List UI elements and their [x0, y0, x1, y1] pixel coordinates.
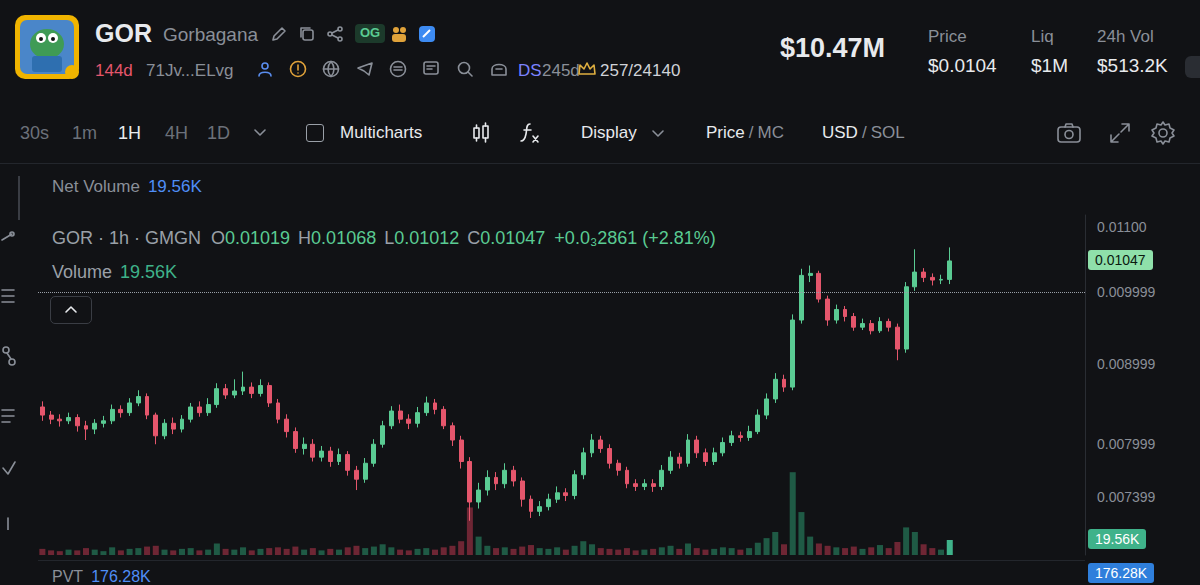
html-text:0.01047: 0.01047 [1095, 251, 1146, 268]
html-text:Gorbagana: Gorbagana [163, 24, 259, 45]
html-text:257/24140: 257/24140 [600, 61, 681, 80]
svg-text:0.007399: 0.007399 [1097, 489, 1156, 505]
html-text:Price / MC: Price / MC [706, 123, 784, 142]
html-text:GOR · 1h · GMGN: GOR · 1h · GMGN [52, 228, 201, 248]
html-text:71Jv...ELvg: 71Jv...ELvg [146, 61, 234, 80]
html-text:1m: 1m [72, 123, 97, 143]
html-text:C 0.01047: C 0.01047 [467, 228, 546, 248]
html-text:Net Volume: Net Volume [52, 177, 140, 196]
svg-text:0.007999: 0.007999 [1097, 436, 1156, 452]
html-text:19.56K: 19.56K [120, 262, 178, 282]
html-text:176.28K: 176.28K [91, 568, 151, 585]
html-text:176.28K: 176.28K [1095, 565, 1148, 581]
html-text:OG: OG [360, 25, 381, 40]
html-text:Multicharts: Multicharts [340, 123, 423, 142]
html-text:$10.47M: $10.47M [780, 33, 886, 63]
html-text:24h Vol: 24h Vol [1097, 27, 1154, 46]
html-text:4H: 4H [165, 123, 188, 143]
svg-text:0.008999: 0.008999 [1097, 356, 1156, 372]
html-text:O 0.01019: O 0.01019 [211, 228, 291, 248]
html-text:DS 245d: DS 245d [518, 61, 580, 80]
html-text:Volume: Volume [52, 262, 112, 282]
html-text:144d: 144d [95, 61, 133, 80]
html-text:Price: Price [928, 27, 967, 46]
html-text:30s: 30s [20, 123, 49, 143]
html-text:Display: Display [581, 123, 637, 142]
html-text:PVT: PVT [52, 568, 84, 585]
html-text:$0.0104: $0.0104 [928, 55, 997, 76]
html-text:L 0.01012: L 0.01012 [384, 228, 460, 248]
html-text:19.56K: 19.56K [147, 177, 202, 196]
html-text:USD / SOL: USD / SOL [822, 123, 905, 142]
html-text:GOR: GOR [95, 19, 152, 47]
html-text:Liq: Liq [1031, 27, 1054, 46]
html-text:$513.2K: $513.2K [1097, 55, 1168, 76]
html-text:1H: 1H [118, 123, 141, 143]
html-text:19.56K: 19.56K [1095, 531, 1140, 547]
html-text:H 0.01068: H 0.01068 [298, 228, 377, 248]
html-text:+0.0₃2861 (+2.81%): +0.0₃2861 (+2.81%) [554, 228, 716, 248]
html-text:$1M: $1M [1031, 55, 1068, 76]
html-text:1D: 1D [207, 123, 230, 143]
svg-text:0.01100: 0.01100 [1097, 219, 1147, 235]
svg-text:0.009999: 0.009999 [1097, 284, 1156, 300]
